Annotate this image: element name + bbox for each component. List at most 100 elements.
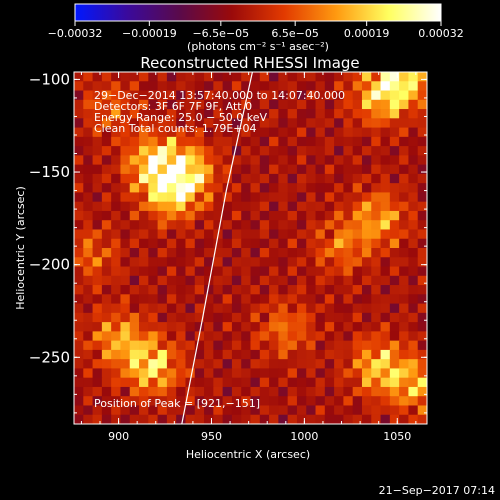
heatmap-cell [166, 248, 177, 258]
heatmap-cell [83, 340, 94, 351]
heatmap-cell [306, 285, 317, 295]
heatmap-cell [296, 405, 307, 416]
heatmap-cell [296, 386, 307, 397]
heatmap-cell [306, 238, 317, 249]
heatmap-cell [259, 173, 270, 184]
heatmap-cell [352, 99, 363, 110]
heatmap-cell [259, 90, 270, 101]
heatmap-cell [222, 136, 233, 147]
heatmap-cell [92, 210, 103, 221]
heatmap-cell [334, 266, 344, 277]
heatmap-cell [139, 275, 149, 286]
heatmap-cell [380, 414, 391, 424]
heatmap-cell [389, 285, 400, 295]
heatmap-cell [231, 109, 242, 119]
heatmap-cell [371, 238, 382, 249]
heatmap-cell [361, 312, 372, 323]
heatmap-cell [185, 331, 196, 342]
heatmap-cell [278, 275, 289, 286]
heatmap-cell [278, 386, 289, 397]
heatmap-cell [176, 118, 187, 129]
heatmap-cell [166, 340, 177, 351]
heatmap-cell [241, 303, 252, 314]
heatmap-cell [343, 248, 354, 258]
heatmap-cell [250, 331, 261, 342]
heatmap-cell [222, 322, 233, 332]
heatmap-cell [371, 72, 382, 82]
heatmap-cell [250, 220, 261, 231]
heatmap-cell [92, 368, 103, 379]
heatmap-cell [83, 146, 94, 156]
heatmap-cell [269, 414, 279, 424]
heatmap-cell [213, 72, 224, 82]
heatmap-cell [231, 396, 242, 407]
heatmap-cell [315, 386, 326, 397]
heatmap-cell [306, 81, 317, 92]
heatmap-cell [176, 257, 187, 268]
heatmap-cell [278, 81, 289, 92]
heatmap-cell [213, 266, 224, 277]
heatmap-cell [176, 266, 187, 277]
heatmap-cell [371, 349, 382, 360]
heatmap-cell [241, 248, 252, 258]
heatmap-cell [324, 340, 335, 351]
x-tick-label: 900 [108, 430, 129, 443]
heatmap-cell [101, 173, 112, 184]
heatmap-cell [111, 127, 122, 138]
heatmap-cell [389, 405, 400, 416]
heatmap-cell [213, 349, 224, 360]
heatmap-cell [371, 285, 382, 295]
heatmap-cell [324, 303, 335, 314]
heatmap-cell [315, 312, 326, 323]
heatmap-cell [204, 90, 214, 101]
heatmap-cell [380, 386, 391, 397]
heatmap-cell [324, 275, 335, 286]
heatmap-cell [361, 72, 372, 82]
heatmap-cell [269, 349, 279, 360]
heatmap-cell [74, 192, 84, 203]
heatmap-cell [213, 192, 224, 203]
heatmap-cell [176, 312, 187, 323]
heatmap-cell [389, 294, 400, 305]
heatmap-cell [259, 257, 270, 268]
heatmap-cell [222, 155, 233, 166]
heatmap-cell [213, 396, 224, 407]
heatmap-cell [408, 266, 419, 277]
heatmap-cell [399, 72, 410, 82]
heatmap-cell [352, 173, 363, 184]
heatmap-cell [380, 359, 391, 370]
heatmap-cell [408, 155, 419, 166]
heatmap-cell [139, 294, 149, 305]
heatmap-cell [371, 136, 382, 147]
heatmap-cell [74, 127, 84, 138]
heatmap-cell [194, 312, 205, 323]
heatmap-cell [343, 90, 354, 101]
heatmap-cell [74, 266, 84, 277]
heatmap-cell [204, 81, 214, 92]
heatmap-cell [222, 238, 233, 249]
heatmap-cell [92, 164, 103, 175]
heatmap-cell [120, 192, 131, 203]
heatmap-cell [148, 155, 159, 166]
heatmap-cell [129, 359, 140, 370]
heatmap-cell [241, 173, 252, 184]
heatmap-cell [259, 285, 270, 295]
heatmap-cell [185, 146, 196, 156]
heatmap-cell [101, 405, 112, 416]
heatmap-cell [129, 210, 140, 221]
heatmap-cell [306, 405, 317, 416]
y-tick-label: −100 [29, 70, 70, 88]
heatmap-cell [92, 220, 103, 231]
heatmap-cell [231, 192, 242, 203]
heatmap-cell [166, 359, 177, 370]
heatmap-cell [408, 238, 419, 249]
heatmap-cell [352, 414, 363, 424]
heatmap-cell [315, 294, 326, 305]
heatmap-cell [222, 340, 233, 351]
heatmap-cell [250, 257, 261, 268]
heatmap-cell [408, 294, 419, 305]
heatmap-cell [334, 322, 344, 332]
heatmap-cell [417, 359, 427, 370]
heatmap-cell [157, 349, 168, 360]
heatmap-cell [194, 118, 205, 129]
